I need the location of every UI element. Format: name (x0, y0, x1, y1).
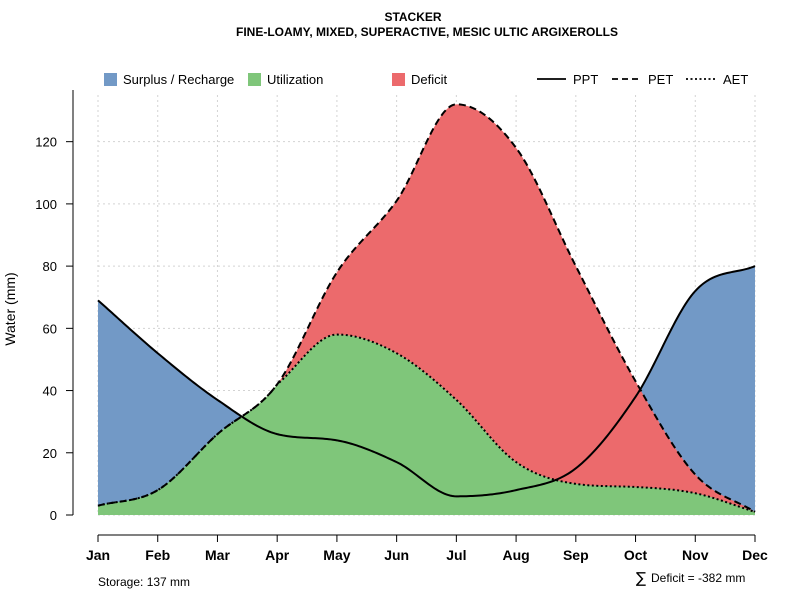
x-tick-label-may: May (323, 547, 350, 563)
legend: Surplus / Recharge Utilization Deficit P… (104, 72, 748, 87)
x-tick-label-feb: Feb (145, 547, 170, 563)
utilization-area (98, 334, 755, 515)
y-tick-label-5: 100 (35, 197, 57, 212)
x-tick-label-apr: Apr (265, 547, 290, 563)
axis-layer: 0 20 40 60 80 100 120 Jan Feb Mar Apr May Jun Jul Aug S… (35, 90, 768, 563)
legend-label-surplus: Surplus / Recharge (123, 72, 234, 87)
x-tick-label-aug: Aug (502, 547, 529, 563)
deficit-annotation: Deficit = -382 mm (651, 571, 745, 585)
x-tick-label-mar: Mar (205, 547, 230, 563)
x-tick-label-jan: Jan (86, 547, 110, 563)
sum-symbol: ∑ (636, 569, 646, 587)
legend-label-ppt: PPT (573, 72, 598, 87)
line-layer (97, 103, 756, 513)
y-tick-label-6: 120 (35, 135, 57, 150)
legend-label-utilization: Utilization (267, 72, 323, 87)
x-tick-label-dec: Dec (742, 547, 768, 563)
x-tick-label-jun: Jun (384, 547, 409, 563)
area-layer (98, 104, 755, 515)
x-tick-label-nov: Nov (682, 547, 709, 563)
y-tick-label-1: 20 (43, 446, 57, 461)
x-tick-label-sep: Sep (563, 547, 589, 563)
chart-subtitle: FINE-LOAMY, MIXED, SUPERACTIVE, MESIC UL… (236, 25, 618, 39)
ppt-line (97, 265, 756, 498)
y-tick-label-4: 80 (43, 259, 57, 274)
chart-title: STACKER (384, 10, 441, 24)
pet-line (97, 103, 756, 513)
y-tick-label-2: 40 (43, 384, 57, 399)
legend-swatch-utilization (248, 73, 261, 86)
legend-label-pet: PET (648, 72, 673, 87)
legend-swatch-surplus (104, 73, 117, 86)
legend-label-deficit: Deficit (411, 72, 448, 87)
y-tick-label-0: 0 (50, 508, 57, 523)
deficit-area (98, 104, 755, 512)
legend-label-aet: AET (723, 72, 748, 87)
storage-annotation: Storage: 137 mm (98, 575, 190, 589)
x-tick-label-oct: Oct (624, 547, 648, 563)
x-tick-label-jul: Jul (446, 547, 466, 563)
y-axis-title: Water (mm) (2, 272, 18, 345)
aet-line (97, 333, 756, 513)
legend-swatch-deficit (392, 73, 405, 86)
y-tick-label-3: 60 (43, 321, 57, 336)
